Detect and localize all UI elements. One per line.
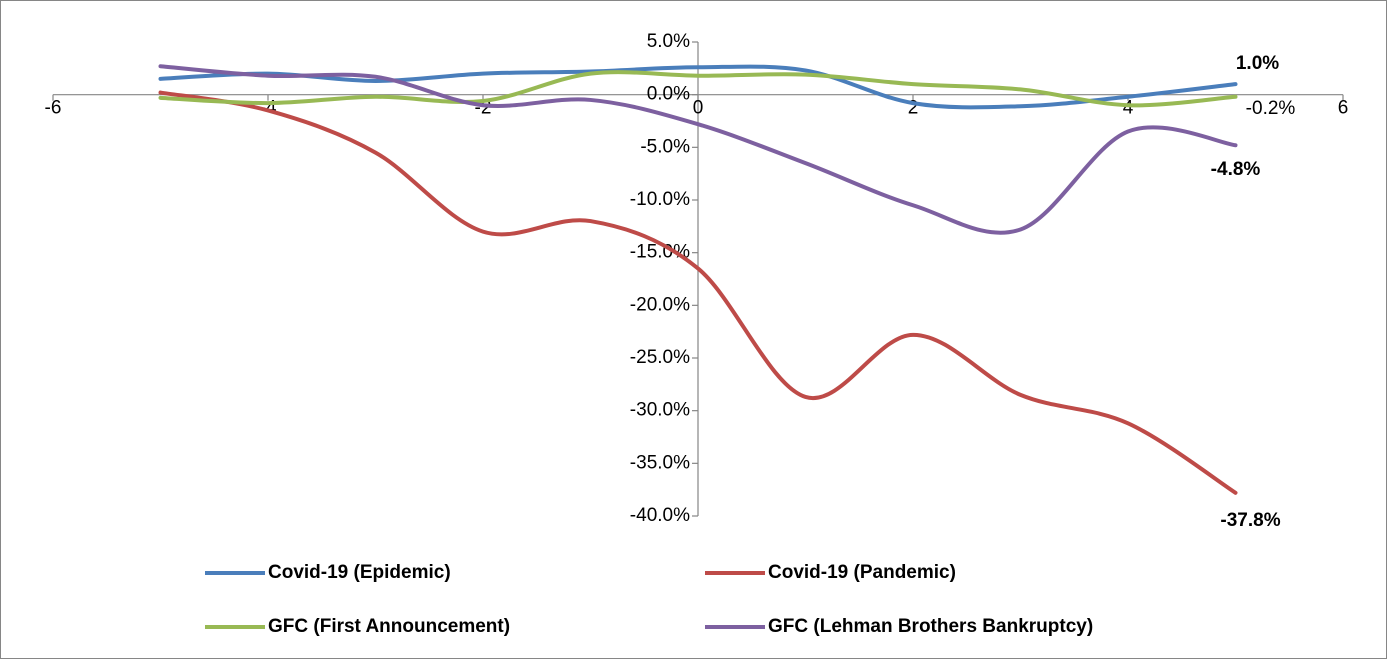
y-tick-label: 0.0% bbox=[647, 84, 690, 105]
y-tick-label: -20.0% bbox=[630, 294, 690, 315]
y-tick-label: -15.0% bbox=[630, 242, 690, 263]
y-tick-label: -5.0% bbox=[640, 136, 690, 157]
legend-label: Covid-19 (Epidemic) bbox=[268, 562, 451, 583]
series-line bbox=[158, 70, 1238, 108]
legend-label: GFC (First Announcement) bbox=[268, 616, 510, 637]
y-tick-label: -35.0% bbox=[630, 452, 690, 473]
series-line bbox=[158, 64, 1238, 110]
data-label: -4.8% bbox=[1211, 159, 1261, 180]
y-tick-label: 5.0% bbox=[647, 31, 690, 52]
data-label: -0.2% bbox=[1246, 98, 1296, 119]
x-tick-label: 0 bbox=[693, 98, 704, 119]
data-label: -37.8% bbox=[1220, 510, 1280, 531]
x-tick-label: -6 bbox=[45, 98, 62, 119]
y-tick-label: -10.0% bbox=[630, 189, 690, 210]
series-line bbox=[158, 90, 1238, 495]
x-tick-label: 2 bbox=[908, 98, 919, 119]
legend-label: GFC (Lehman Brothers Bankruptcy) bbox=[768, 616, 1093, 637]
y-tick-label: -25.0% bbox=[630, 347, 690, 368]
legend-label: Covid-19 (Pandemic) bbox=[768, 562, 956, 583]
y-tick-label: -40.0% bbox=[630, 505, 690, 526]
data-label: 1.0% bbox=[1236, 53, 1279, 74]
y-tick-label: -30.0% bbox=[630, 400, 690, 421]
series-line bbox=[158, 64, 1238, 235]
x-tick-label: 4 bbox=[1123, 98, 1134, 119]
x-tick-label: 6 bbox=[1338, 98, 1349, 119]
